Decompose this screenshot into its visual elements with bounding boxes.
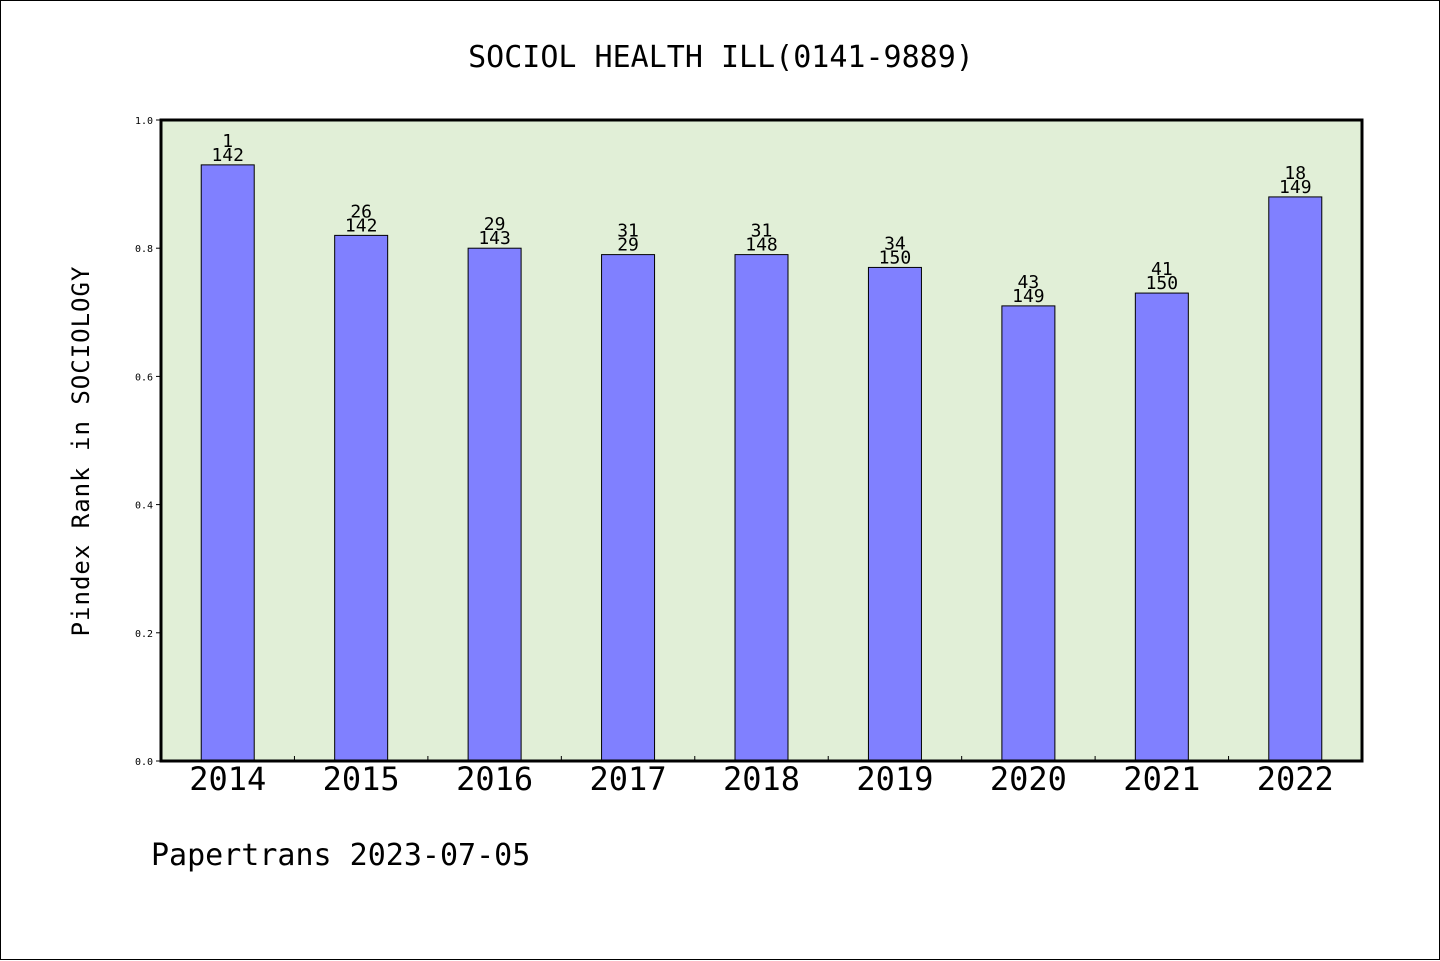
x-tick-label: 2015 <box>323 760 400 798</box>
bar-label-total: 149 <box>1279 177 1312 198</box>
bar-label-total: 148 <box>745 235 778 256</box>
bar-2016 <box>467 247 522 762</box>
y-tick-label: 0.2 <box>135 629 153 640</box>
bar-label-rank: 1 <box>222 131 233 152</box>
bar-label-rank: 26 <box>350 201 372 222</box>
y-axis-label: Pindex Rank in SOCIOLOGY <box>67 266 95 637</box>
x-tick-label: 2019 <box>856 760 933 798</box>
bar-2019 <box>867 266 922 762</box>
x-tick-label: 2020 <box>990 760 1067 798</box>
y-axis: 0.0 0.2 0.4 0.6 0.8 1.0 <box>135 116 161 768</box>
bar-label-total: 29 <box>617 235 639 256</box>
x-tick-label: 2018 <box>723 760 800 798</box>
bar-2021 <box>1134 292 1189 762</box>
bar-2014 <box>200 164 255 762</box>
y-tick-label: 0.8 <box>135 244 153 255</box>
bar-label-total: 142 <box>345 215 378 236</box>
bar-label-rank: 31 <box>751 221 773 242</box>
bar-label-rank: 41 <box>1151 259 1173 280</box>
bar-label-total: 143 <box>478 228 511 249</box>
x-tick-label: 2021 <box>1123 760 1200 798</box>
bar-2015 <box>334 234 389 762</box>
y-tick-label: 0.0 <box>135 757 153 768</box>
y-tick-label: 1.0 <box>135 116 153 127</box>
plot-frame <box>159 118 1364 763</box>
bar-label-rank: 18 <box>1284 163 1306 184</box>
footer-text: Papertrans 2023-07-05 <box>151 838 530 873</box>
bar-label-total: 150 <box>879 247 912 268</box>
bar-2017 <box>601 254 656 762</box>
bar-label-rank: 31 <box>617 221 639 242</box>
bar-2018 <box>734 254 789 762</box>
x-tick-label: 2022 <box>1257 760 1334 798</box>
bar-2022 <box>1268 196 1323 762</box>
x-tick-label: 2017 <box>590 760 667 798</box>
chart-title: SOCIOL HEALTH ILL(0141-9889) <box>468 40 974 75</box>
bar-label-rank: 29 <box>484 214 506 235</box>
x-tick-label: 2016 <box>456 760 533 798</box>
bar-label-rank: 43 <box>1018 272 1040 293</box>
bar-label-total: 150 <box>1146 273 1179 294</box>
bar-label-total: 142 <box>211 145 244 166</box>
y-tick-label: 0.6 <box>135 372 153 383</box>
bar-label-rank: 34 <box>884 233 906 254</box>
x-axis: 2014 2015 2016 2017 2018 2019 2020 2021 2022 <box>189 756 1334 798</box>
bar-2020 <box>1001 305 1056 762</box>
x-tick-label: 2014 <box>189 760 266 798</box>
bar-label-total: 149 <box>1012 286 1045 307</box>
y-tick-label: 0.4 <box>135 501 153 512</box>
bar-series <box>200 164 1323 762</box>
